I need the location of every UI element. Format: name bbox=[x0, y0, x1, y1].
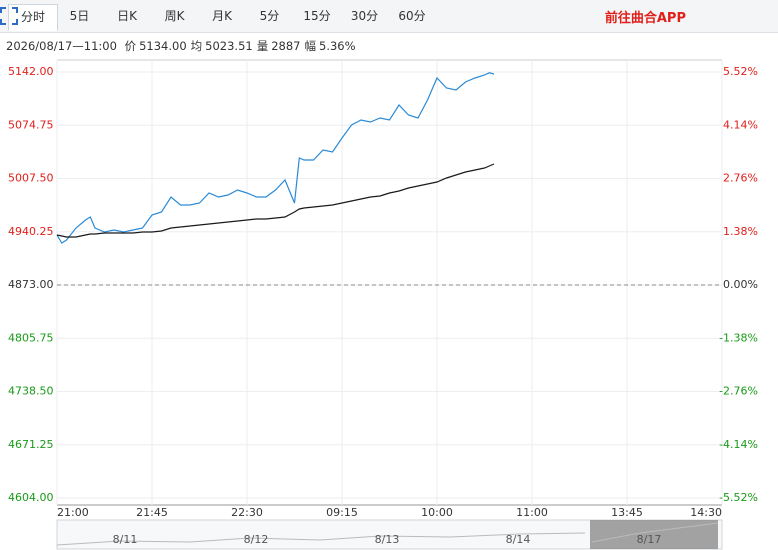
tab[interactable]: 月K bbox=[212, 9, 232, 23]
y-tick-label: 4738.50 bbox=[8, 385, 54, 398]
info-value: 5023.51 bbox=[205, 39, 253, 53]
y2-tick-label: -4.14% bbox=[719, 438, 758, 451]
info-label: 幅 bbox=[304, 39, 317, 53]
info-label: 均 bbox=[190, 39, 203, 53]
tab[interactable]: 5分 bbox=[259, 9, 280, 23]
info-value: 5.36% bbox=[319, 39, 356, 53]
y2-tick-label: 1.38% bbox=[723, 225, 758, 238]
x-tick-label: 09:15 bbox=[326, 506, 358, 519]
info-label: 量 bbox=[256, 39, 269, 53]
y2-tick-label: -2.76% bbox=[719, 385, 758, 398]
navigator-label: 8/12 bbox=[244, 533, 269, 546]
tab[interactable]: 分时 bbox=[8, 4, 58, 31]
y-tick-label: 4940.25 bbox=[8, 225, 54, 238]
y2-tick-label: 4.14% bbox=[723, 118, 758, 131]
tab[interactable]: 30分 bbox=[350, 9, 379, 23]
navigator-line bbox=[56, 522, 719, 546]
app-link[interactable]: 前往曲合APP bbox=[604, 11, 686, 26]
y-tick-label: 4671.25 bbox=[8, 438, 54, 451]
x-tick-label: 21:45 bbox=[136, 506, 168, 519]
info-time: 2026/08/17—11:00 bbox=[6, 39, 117, 53]
info-label: 价 bbox=[124, 39, 137, 53]
y2-tick-label: 0.00% bbox=[723, 278, 758, 291]
y2-tick-label: 5.52% bbox=[723, 65, 758, 78]
x-tick-label: 22:30 bbox=[231, 506, 263, 519]
navigator-label: 8/11 bbox=[113, 533, 138, 546]
navigator-window[interactable] bbox=[590, 520, 718, 549]
toolbar: 分时 5日 日K 周K 月K 5分 15分 30分 60分 bbox=[0, 0, 778, 33]
price-line bbox=[56, 72, 495, 244]
x-tick-label: 21:00 bbox=[57, 506, 89, 519]
navigator-label: 8/13 bbox=[375, 533, 400, 546]
y2-tick-label: -1.38% bbox=[719, 331, 758, 344]
average-line bbox=[56, 163, 495, 238]
expand-icon[interactable] bbox=[0, 7, 18, 25]
x-tick-label: 10:00 bbox=[421, 506, 453, 519]
x-tick-label: 11:00 bbox=[516, 506, 548, 519]
tab[interactable]: 5日 bbox=[69, 9, 90, 23]
x-tick-label: 13:45 bbox=[611, 506, 643, 519]
y-tick-label: 4805.75 bbox=[8, 331, 54, 344]
y2-tick-label: 2.76% bbox=[723, 172, 758, 185]
y-tick-label: 4873.00 bbox=[8, 278, 54, 291]
navigator-label: 8/14 bbox=[506, 533, 531, 546]
y-tick-label: 5142.00 bbox=[8, 65, 54, 78]
y-tick-label: 5007.50 bbox=[8, 172, 54, 185]
tab[interactable]: 15分 bbox=[303, 9, 331, 23]
tab[interactable]: 60分 bbox=[398, 9, 426, 23]
x-tick-label: 14:30 bbox=[690, 506, 722, 519]
y2-tick-label: -5.52% bbox=[719, 491, 758, 504]
tab[interactable]: 周K bbox=[164, 9, 185, 23]
tab[interactable]: 日K bbox=[117, 9, 137, 23]
y-tick-label: 5074.75 bbox=[8, 118, 54, 131]
info-value: 2887 bbox=[271, 39, 301, 53]
y-tick-label: 4604.00 bbox=[8, 491, 54, 504]
info-line: 2026/08/17—11:00 价 5134.00 均 5023.51 量 2887 幅 5… bbox=[6, 38, 360, 54]
info-value: 5134.00 bbox=[139, 39, 187, 53]
navigator-label: 8/17 bbox=[637, 533, 662, 546]
